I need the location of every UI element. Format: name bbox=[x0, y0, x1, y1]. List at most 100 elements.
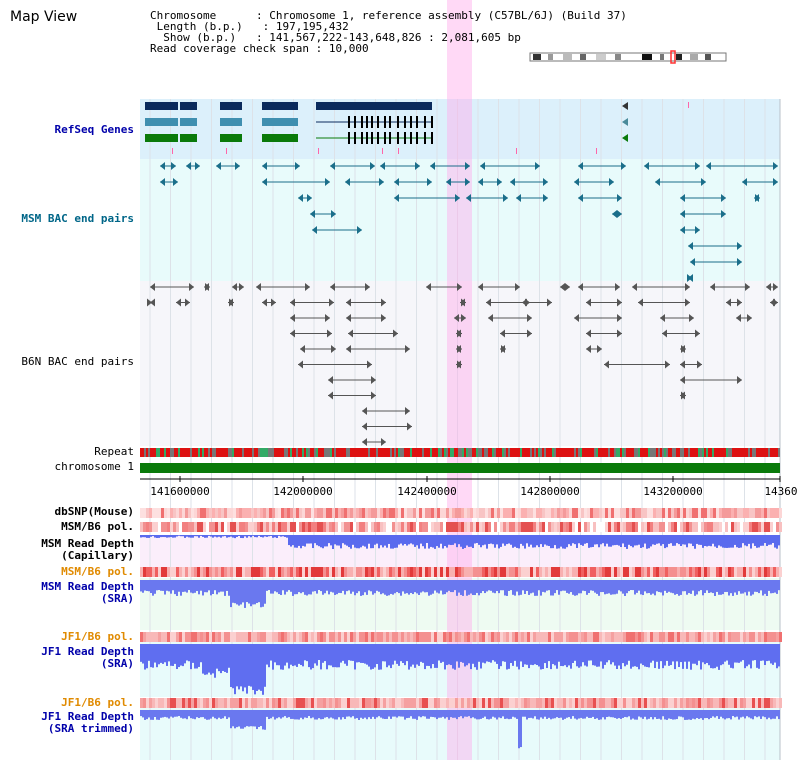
track-label-msm-bac[interactable]: MSM BAC end pairs bbox=[21, 212, 134, 225]
track-label-jf1-depth-sra[interactable]: JF1 Read Depth (SRA) bbox=[41, 646, 134, 670]
read-depth-bar bbox=[614, 710, 616, 718]
read-depth-bar bbox=[504, 644, 506, 662]
repeat-segment bbox=[142, 448, 144, 457]
polymorphism-bin bbox=[623, 567, 626, 577]
polymorphism-bin bbox=[509, 698, 512, 708]
repeat-segment bbox=[582, 448, 584, 457]
read-depth-bar bbox=[264, 644, 266, 687]
b6n-bac-pair bbox=[461, 298, 466, 307]
read-depth-bar bbox=[706, 710, 708, 719]
read-depth-bar bbox=[332, 535, 334, 549]
repeat-segment bbox=[316, 448, 318, 457]
read-depth-bar bbox=[624, 580, 626, 596]
read-depth-bar bbox=[778, 535, 780, 546]
read-depth-bar bbox=[674, 710, 676, 720]
read-depth-bar bbox=[206, 710, 208, 720]
polymorphism-bin bbox=[140, 698, 143, 708]
polymorphism-bin bbox=[143, 698, 146, 708]
track-label-b6n-bac[interactable]: B6N BAC end pairs bbox=[21, 355, 134, 368]
b6n-bac-pair bbox=[500, 329, 505, 338]
read-depth-bar bbox=[722, 644, 724, 665]
polymorphism-bin bbox=[674, 698, 677, 708]
track-label-repeat[interactable]: Repeat bbox=[94, 445, 134, 458]
polymorphism-bin bbox=[224, 632, 227, 642]
msm-bac-track-bg bbox=[140, 159, 780, 281]
track-label-msm-depth-sra[interactable]: MSM Read Depth (SRA) bbox=[41, 581, 134, 605]
read-depth-bar bbox=[652, 580, 654, 594]
show-label: Show (b.p.) bbox=[163, 31, 237, 44]
polymorphism-bin bbox=[374, 632, 377, 642]
polymorphism-bin bbox=[437, 632, 440, 642]
read-depth-bar bbox=[320, 710, 322, 720]
read-depth-bar bbox=[716, 644, 718, 667]
span-label: Read coverage check span bbox=[150, 42, 309, 55]
polymorphism-bin bbox=[299, 632, 302, 642]
b6n-bac-pair bbox=[229, 298, 234, 307]
polymorphism-bin bbox=[746, 632, 749, 642]
refseq-exon bbox=[366, 132, 368, 144]
polymorphism-bin bbox=[563, 567, 566, 577]
polymorphism-bin bbox=[452, 567, 455, 577]
read-depth-bar bbox=[462, 710, 464, 719]
polymorphism-bin bbox=[737, 632, 740, 642]
read-depth-bar bbox=[662, 644, 664, 669]
repeat-segment bbox=[586, 448, 588, 457]
read-depth-bar bbox=[682, 710, 684, 718]
length-label: Length (b.p.) bbox=[156, 20, 243, 33]
polymorphism-bin bbox=[686, 698, 689, 708]
track-label-jf1-b6-pol-2[interactable]: JF1/B6 pol. bbox=[61, 696, 134, 709]
msm-depth-cap-sub: (Capillary) bbox=[61, 549, 134, 562]
read-depth-bar bbox=[548, 580, 550, 591]
polymorphism-bin bbox=[698, 698, 701, 708]
polymorphism-bin bbox=[485, 698, 488, 708]
read-depth-bar bbox=[392, 710, 394, 717]
read-depth-bar bbox=[192, 535, 194, 538]
polymorphism-bin bbox=[749, 508, 752, 518]
polymorphism-bin bbox=[506, 632, 509, 642]
polymorphism-bin bbox=[548, 567, 551, 577]
read-depth-bar bbox=[752, 580, 754, 595]
track-label-msm-b6-pol[interactable]: MSM/B6 pol. bbox=[61, 520, 134, 533]
read-depth-bar bbox=[476, 535, 478, 544]
read-depth-bar bbox=[248, 644, 250, 686]
track-label-chromosome[interactable]: chromosome 1 bbox=[54, 460, 134, 473]
read-depth-bar bbox=[166, 580, 168, 591]
read-depth-bar bbox=[552, 535, 554, 549]
read-depth-bar bbox=[650, 535, 652, 547]
read-depth-bar bbox=[208, 535, 210, 536]
read-depth-bar bbox=[366, 580, 368, 595]
read-depth-bar bbox=[376, 580, 378, 591]
read-depth-bar bbox=[662, 710, 664, 717]
read-depth-bar bbox=[248, 535, 250, 537]
read-depth-bar bbox=[392, 644, 394, 665]
read-depth-bar bbox=[384, 535, 386, 546]
read-depth-bar bbox=[740, 644, 742, 662]
track-label-msm-depth-capillary[interactable]: MSM Read Depth (Capillary) bbox=[41, 538, 134, 562]
polymorphism-bin bbox=[383, 508, 386, 518]
read-depth-bar bbox=[252, 580, 254, 605]
polymorphism-bin bbox=[353, 522, 356, 532]
read-depth-bar bbox=[704, 710, 706, 719]
track-label-dbsnp[interactable]: dbSNP(Mouse) bbox=[54, 505, 134, 518]
track-label-jf1-depth-trimmed[interactable]: JF1 Read Depth (SRA trimmed) bbox=[41, 711, 134, 735]
repeat-segment bbox=[202, 448, 204, 457]
polymorphism-bin bbox=[761, 522, 764, 532]
polymorphism-bin bbox=[695, 508, 698, 518]
read-depth-bar bbox=[728, 535, 730, 548]
read-depth-bar bbox=[724, 535, 726, 548]
track-label-jf1-b6-pol[interactable]: JF1/B6 pol. bbox=[61, 630, 134, 643]
repeat-segment bbox=[604, 448, 606, 457]
b6n-bac-pair bbox=[586, 345, 591, 353]
read-depth-bar bbox=[194, 535, 196, 537]
track-label-msm-b6-pol-2[interactable]: MSM/B6 pol. bbox=[61, 565, 134, 578]
polymorphism-bin bbox=[347, 698, 350, 708]
repeat-segment bbox=[554, 448, 556, 457]
polymorphism-bin bbox=[470, 522, 473, 532]
read-depth-bar bbox=[342, 644, 344, 661]
track-label-refseq[interactable]: RefSeq Genes bbox=[54, 123, 134, 136]
polymorphism-bin bbox=[626, 522, 629, 532]
read-depth-bar bbox=[758, 580, 760, 594]
polymorphism-bin bbox=[191, 508, 194, 518]
